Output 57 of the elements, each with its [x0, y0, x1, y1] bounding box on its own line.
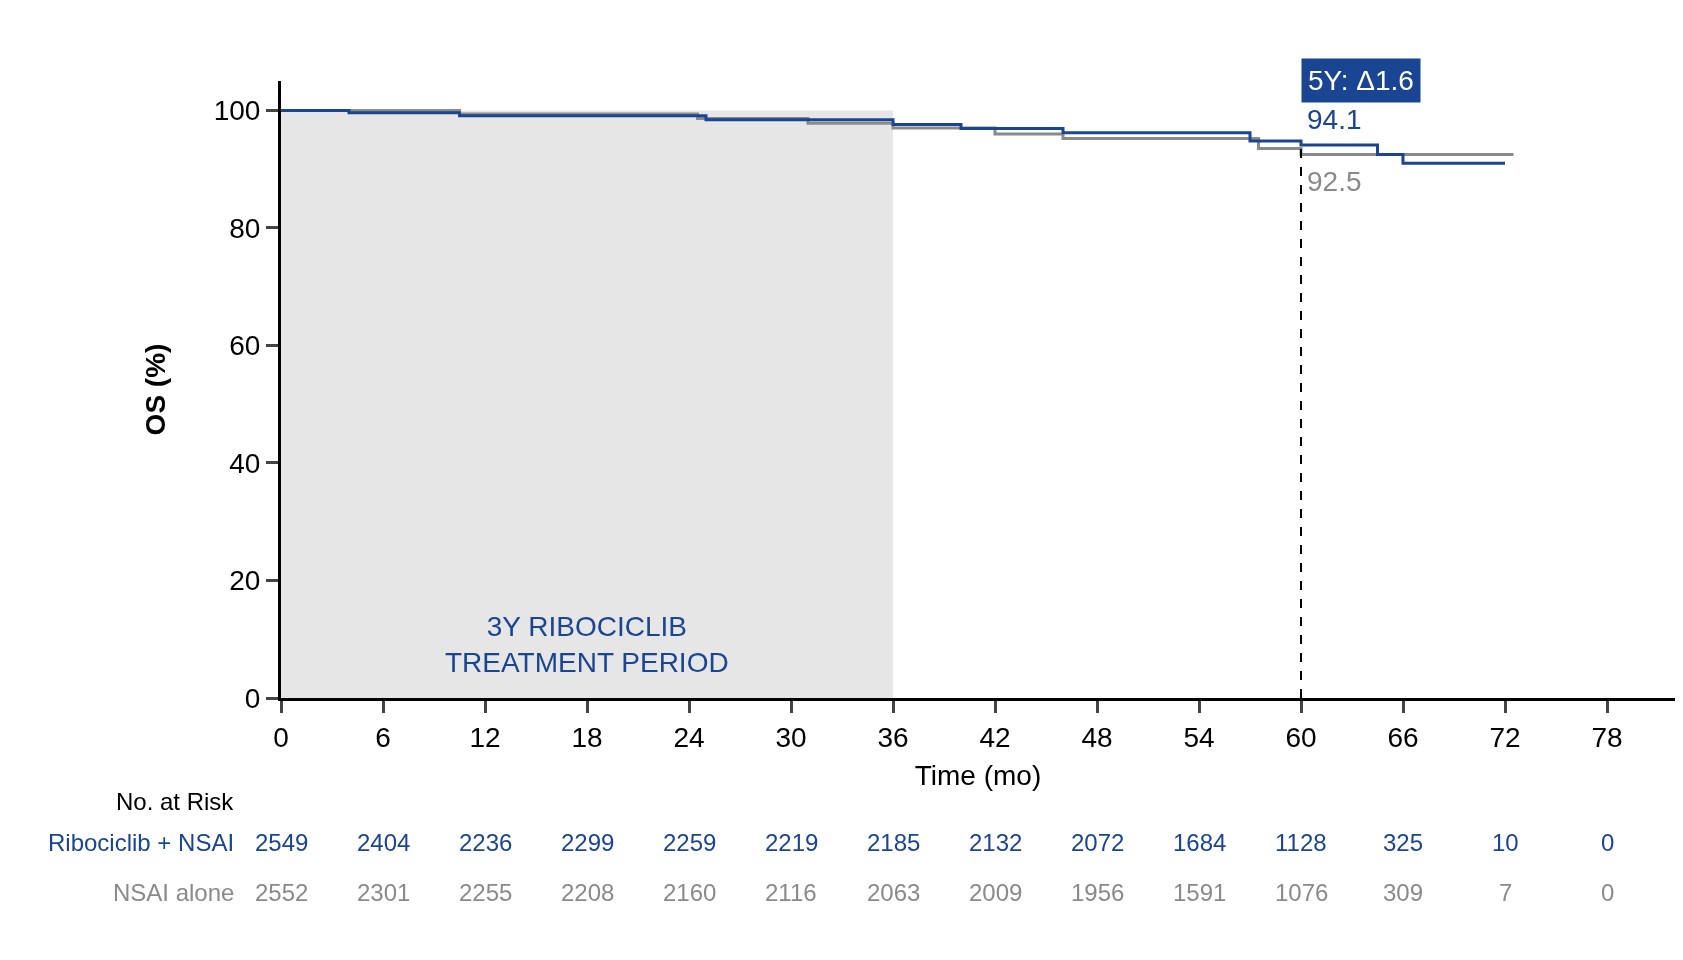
text: 1684 [1173, 829, 1227, 856]
x-tick-label: 66 [1387, 721, 1419, 753]
text: 0 [1601, 879, 1615, 906]
x-tick-label: 30 [775, 721, 807, 753]
text: 2072 [1071, 829, 1125, 856]
x-tick-label: 42 [979, 721, 1011, 753]
text: 2301 [357, 879, 411, 906]
text: No. at Risk [116, 788, 235, 815]
band-label: 3Y RIBOCICLIB TREATMENT PERIOD [445, 611, 729, 679]
y-axis-title: OS (%) [140, 343, 172, 436]
x-tick-label: 12 [469, 721, 501, 753]
text: 1128 [1275, 829, 1327, 856]
text: 2219 [765, 829, 819, 856]
text: 1956 [1071, 879, 1125, 906]
text: 2208 [561, 879, 615, 906]
annotation: 94.1 [1307, 104, 1362, 135]
text: 2299 [561, 829, 615, 856]
x-tick-label: 54 [1183, 721, 1215, 753]
y-tick-label: 60 [229, 330, 261, 362]
x-tick-label: 0 [273, 721, 289, 753]
text: 1591 [1173, 879, 1227, 906]
text: 1076 [1275, 879, 1329, 906]
y-tick-label: 0 [244, 682, 261, 714]
text: 2160 [663, 879, 717, 906]
text: Ribociclib + NSAI [48, 829, 235, 856]
x-tick-label: 36 [877, 721, 909, 753]
x-tick-label: 78 [1591, 721, 1623, 753]
text: 2009 [969, 879, 1023, 906]
text: 2132 [969, 829, 1023, 856]
text: 7 [1499, 879, 1513, 906]
x-tick-label: 72 [1489, 721, 1521, 753]
text: 2549 [255, 829, 309, 856]
text: 2116 [765, 879, 817, 906]
annotation: 92.5 [1307, 166, 1362, 197]
text: 2255 [459, 879, 513, 906]
text: 309 [1383, 879, 1424, 906]
text: 2063 [867, 879, 921, 906]
x-tick-label: 18 [571, 721, 603, 753]
text: 325 [1383, 829, 1424, 856]
y-tick-label: 100 [213, 95, 261, 127]
x-tick-label: 6 [375, 721, 391, 753]
text: 2185 [867, 829, 921, 856]
annotation: 5Y: Δ1.6 [1308, 65, 1414, 96]
y-tick-label: 40 [229, 447, 261, 479]
text: 0 [1601, 829, 1615, 856]
x-tick-label: 48 [1081, 721, 1113, 753]
text: 2404 [357, 829, 411, 856]
y-tick-label: 80 [229, 212, 261, 244]
x-tick-label: 24 [673, 721, 705, 753]
x-axis-title: Time (mo) [914, 759, 1042, 791]
x-tick-label: 60 [1285, 721, 1317, 753]
text: NSAI alone [113, 879, 235, 906]
y-tick-label: 20 [229, 565, 261, 597]
text: 2552 [255, 879, 309, 906]
text: 10 [1492, 829, 1519, 856]
text: 2259 [663, 829, 717, 856]
text: 2236 [459, 829, 513, 856]
